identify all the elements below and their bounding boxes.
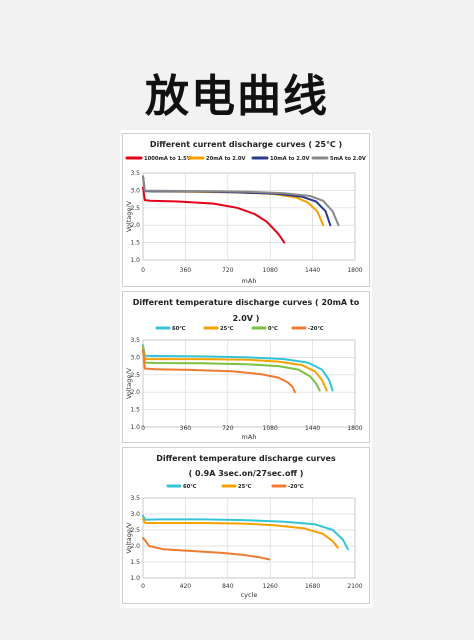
y-tick-label: 3.0 <box>130 354 140 361</box>
series-line <box>142 346 328 392</box>
x-tick-label: 0 <box>141 267 145 274</box>
x-tick-label: 720 <box>222 425 234 432</box>
y-tick-label: 2.0 <box>130 389 140 396</box>
x-tick-label: 1680 <box>305 583 320 590</box>
legend-label: -20℃ <box>288 484 304 490</box>
y-tick-label: 2.0 <box>130 222 140 229</box>
y-tick-label: 3.5 <box>130 170 140 177</box>
y-tick-label: 2.5 <box>130 527 140 534</box>
y-tick-label: 3.5 <box>130 337 140 344</box>
legend-label: 1000mA to 1.5V <box>144 156 191 162</box>
y-tick-label: 1.5 <box>130 407 140 414</box>
chart-title: Different temperature discharge curves (… <box>133 298 360 307</box>
pulse-discharge-chart: Different temperature discharge curves ( … <box>122 447 370 604</box>
legend-label: 60℃ <box>172 326 186 332</box>
temperature-discharge-chart: Different temperature discharge curves (… <box>122 291 370 443</box>
current-discharge-chart-svg: Different current discharge curves ( 25℃… <box>125 140 366 285</box>
y-tick-label: 2.5 <box>130 205 140 212</box>
page-title: 放电曲线 <box>145 71 329 122</box>
plot-area <box>142 172 356 261</box>
x-tick-label: 420 <box>180 583 192 590</box>
x-tick-label: 720 <box>222 267 234 274</box>
legend-label: 25℃ <box>238 484 252 490</box>
legend-label: 0℃ <box>268 326 278 332</box>
temperature-discharge-chart-svg: Different temperature discharge curves (… <box>125 298 363 441</box>
legend-label: -20℃ <box>308 326 324 332</box>
legend-label: 10mA to 2.0V <box>270 156 310 162</box>
x-tick-label: 1260 <box>263 583 278 590</box>
y-tick-label: 3.5 <box>130 495 140 502</box>
chart-title: Different temperature discharge curves <box>156 454 336 463</box>
pulse-discharge-chart-svg: Different temperature discharge curves ( … <box>125 454 363 599</box>
chart-title: ( 0.9A 3sec.on/27sec.off ) <box>189 469 304 478</box>
x-tick-label: 1080 <box>263 425 278 432</box>
y-tick-label: 3.0 <box>130 511 140 518</box>
y-axis-label: Voltage/V <box>125 200 133 232</box>
y-tick-label: 1.5 <box>130 559 140 566</box>
x-tick-label: 360 <box>180 425 192 432</box>
x-tick-label: 1440 <box>305 425 320 432</box>
legend-label: 60℃ <box>183 484 197 490</box>
current-discharge-chart: Different current discharge curves ( 25℃… <box>122 133 370 287</box>
y-tick-label: 1.0 <box>130 257 140 264</box>
x-axis-label: cycle <box>241 591 258 599</box>
y-tick-label: 2.0 <box>130 543 140 550</box>
y-tick-label: 1.0 <box>130 575 140 582</box>
x-axis-label: mAh <box>242 277 257 285</box>
x-axis-label: mAh <box>242 433 257 441</box>
series-line <box>142 517 339 549</box>
title-band <box>0 0 474 125</box>
x-tick-label: 840 <box>222 583 234 590</box>
x-tick-label: 1440 <box>305 267 320 274</box>
y-tick-label: 1.5 <box>130 240 140 247</box>
y-tick-label: 3.0 <box>130 187 140 194</box>
legend-label: 20mA to 2.0V <box>206 156 246 162</box>
x-tick-label: 0 <box>141 425 145 432</box>
y-axis-label: Voltage/V <box>125 522 133 554</box>
y-tick-label: 2.5 <box>130 372 140 379</box>
x-tick-label: 1800 <box>347 425 362 432</box>
x-tick-label: 0 <box>141 583 145 590</box>
legend-label: 5mA to 2.0V <box>330 156 366 162</box>
series-line <box>142 347 321 392</box>
x-tick-label: 1800 <box>347 267 362 274</box>
plot-area <box>142 339 356 428</box>
series-line <box>142 175 340 227</box>
legend-label: 25℃ <box>220 326 234 332</box>
series-line <box>142 344 334 392</box>
chart-title: 2.0V ) <box>233 314 260 323</box>
y-axis-label: Voltage/V <box>125 367 133 399</box>
chart-title: Different current discharge curves ( 25℃… <box>150 140 342 149</box>
series-line <box>142 186 286 244</box>
series-line <box>142 514 349 551</box>
y-tick-label: 1.0 <box>130 424 140 431</box>
x-tick-label: 1080 <box>263 267 278 274</box>
plot-area <box>142 497 356 579</box>
x-tick-label: 360 <box>180 267 192 274</box>
series-line <box>142 537 271 561</box>
x-tick-label: 2100 <box>347 583 362 590</box>
series-line <box>142 349 296 394</box>
